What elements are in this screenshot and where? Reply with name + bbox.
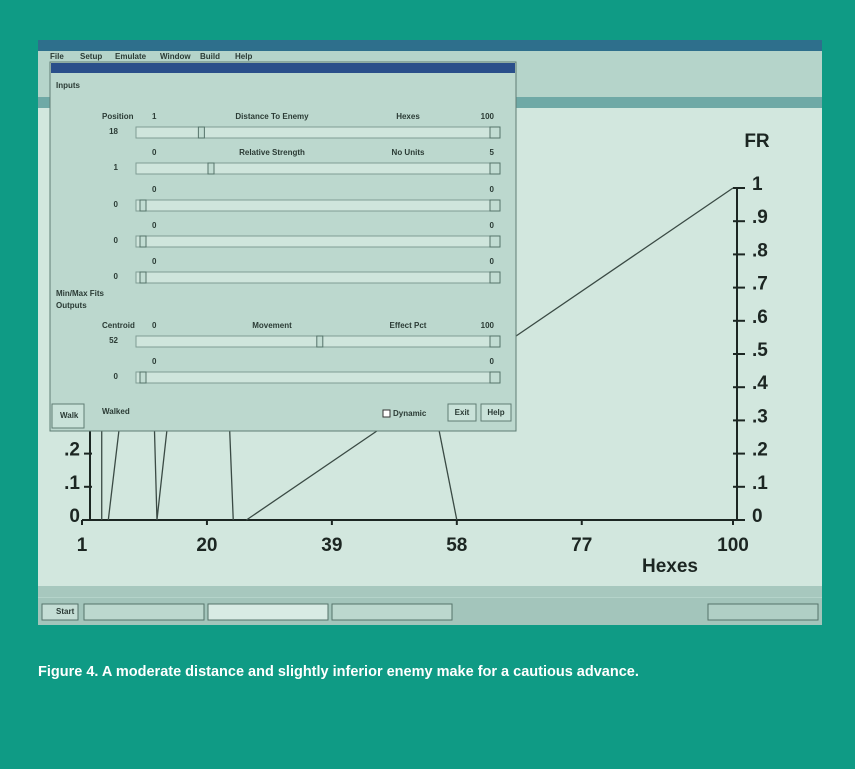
row-label: Centroid — [102, 321, 135, 330]
slider-thumb[interactable] — [198, 127, 204, 138]
button-label: Help — [487, 408, 504, 417]
row-label: Position — [102, 112, 134, 121]
checkbox-label: Dynamic — [393, 409, 427, 418]
dialog-title-bar — [51, 63, 515, 73]
y-tick-label: 0 — [69, 506, 80, 527]
value: 0 — [114, 372, 119, 381]
high-label: 100 — [481, 112, 495, 121]
figure: File Setup Emulate Window Build Help 1 20 39 58 7… — [0, 0, 855, 769]
y-tick-label: .7 — [752, 274, 768, 295]
slider-track[interactable] — [136, 372, 500, 383]
high-label: 100 — [481, 321, 495, 330]
scroll-arrow — [490, 372, 500, 383]
y-tick-label: .2 — [752, 440, 768, 461]
checkbox[interactable] — [383, 410, 390, 417]
slider-track[interactable] — [136, 272, 500, 283]
menu-item[interactable]: Build — [200, 52, 220, 61]
low-label: 1 — [152, 112, 157, 121]
slider-thumb[interactable] — [140, 372, 146, 383]
y-axis-label: FR — [744, 131, 770, 152]
x-tick-label: 77 — [571, 535, 592, 556]
low-label: 0 — [152, 257, 157, 266]
x-axis-label: Hexes — [642, 556, 698, 577]
dialog: Inputs Min/Max Fits Outputs Position 1 Dis… — [50, 62, 516, 431]
low-label: 0 — [152, 321, 157, 330]
y-tick-label: .1 — [752, 473, 768, 494]
x-tick-label: 58 — [446, 535, 467, 556]
high-label: 0 — [490, 185, 495, 194]
slider-track[interactable] — [136, 200, 500, 211]
y-tick-label: .9 — [752, 207, 768, 228]
slider-track[interactable] — [136, 127, 500, 138]
menu-item[interactable]: Setup — [80, 52, 102, 61]
page: File Setup Emulate Window Build Help 1 20 39 58 7… — [0, 0, 855, 769]
task-button[interactable] — [208, 604, 328, 620]
x-tick-label: 20 — [196, 535, 217, 556]
caption: Figure 4. A moderate distance and slight… — [38, 664, 639, 680]
x-tick-label: 39 — [321, 535, 342, 556]
slider-thumb[interactable] — [140, 272, 146, 283]
x-tick-label: 100 — [717, 535, 749, 556]
unit-label: Hexes — [396, 112, 420, 121]
tray — [708, 604, 818, 620]
slider-thumb[interactable] — [140, 236, 146, 247]
task-button[interactable] — [84, 604, 204, 620]
low-label: 0 — [152, 148, 157, 157]
high-label: 0 — [490, 357, 495, 366]
scroll-arrow — [490, 336, 500, 347]
slider-track[interactable] — [136, 163, 500, 174]
y-tick-label: .1 — [64, 473, 80, 494]
unit-label: Effect Pct — [390, 321, 427, 330]
high-label: 5 — [490, 148, 495, 157]
y-tick-label: .6 — [752, 307, 768, 328]
value: 1 — [114, 163, 119, 172]
app-title-bar — [38, 40, 822, 51]
outputs-label: Outputs — [56, 301, 87, 310]
y-tick-label: 1 — [752, 174, 763, 195]
status-bar — [38, 586, 822, 597]
slider-track[interactable] — [136, 236, 500, 247]
menu-item[interactable]: Window — [160, 52, 191, 61]
y-tick-label: .5 — [752, 340, 768, 361]
y-tick-label: .8 — [752, 240, 768, 261]
variable-name: Relative Strength — [239, 148, 305, 157]
scroll-arrow — [490, 200, 500, 211]
y-tick-label: .2 — [64, 440, 80, 461]
inputs-label: Inputs — [56, 81, 81, 90]
scroll-arrow — [490, 272, 500, 283]
scroll-arrow — [490, 236, 500, 247]
scroll-arrow — [490, 163, 500, 174]
value: 0 — [114, 236, 119, 245]
button-label: Exit — [455, 408, 470, 417]
value: 52 — [109, 336, 118, 345]
low-label: 0 — [152, 185, 157, 194]
start-label: Start — [56, 607, 75, 616]
slider-thumb[interactable] — [140, 200, 146, 211]
scroll-arrow — [490, 127, 500, 138]
low-label: 0 — [152, 357, 157, 366]
unit-label: No Units — [392, 148, 425, 157]
y-tick-label: .4 — [752, 373, 768, 394]
tab-label: Walk — [60, 411, 79, 420]
y-tick-label: 0 — [752, 506, 763, 527]
tab-label: Walked — [102, 407, 130, 416]
menu-item[interactable]: Help — [235, 52, 252, 61]
task-button[interactable] — [332, 604, 452, 620]
variable-name: Distance To Enemy — [235, 112, 309, 121]
value: 18 — [109, 127, 118, 136]
variable-name: Movement — [252, 321, 292, 330]
menu-item[interactable]: File — [50, 52, 64, 61]
high-label: 0 — [490, 257, 495, 266]
x-tick-label: 1 — [77, 535, 88, 556]
high-label: 0 — [490, 221, 495, 230]
slider-thumb[interactable] — [317, 336, 323, 347]
menu-item[interactable]: Emulate — [115, 52, 147, 61]
value: 0 — [114, 272, 119, 281]
value: 0 — [114, 200, 119, 209]
slider-thumb[interactable] — [208, 163, 214, 174]
low-label: 0 — [152, 221, 157, 230]
minmax-label: Min/Max Fits — [56, 289, 105, 298]
y-tick-label: .3 — [752, 406, 768, 427]
